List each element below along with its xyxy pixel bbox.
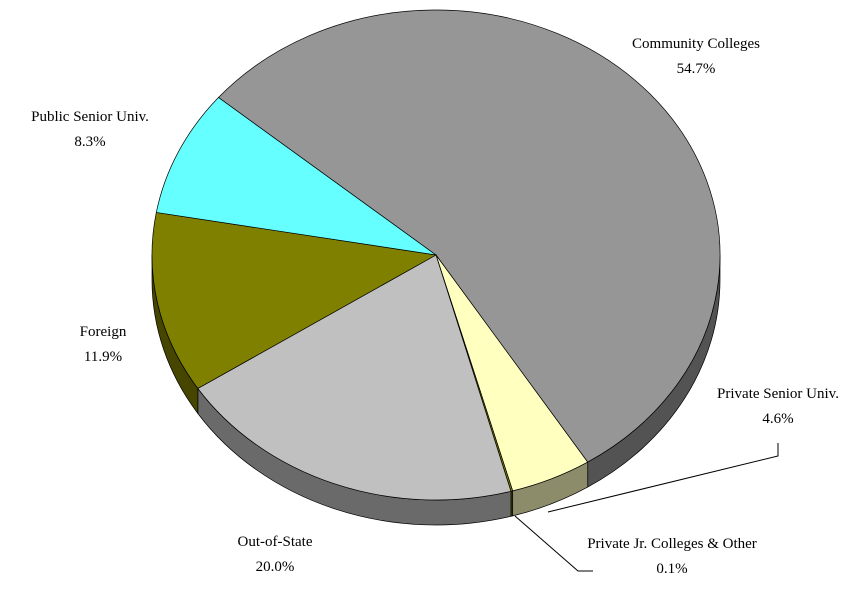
leader-line	[514, 515, 593, 572]
category-label: Out-of-State	[237, 534, 313, 550]
category-label: Public Senior Univ.	[31, 109, 149, 125]
category-label: Foreign	[79, 324, 127, 340]
value-label: 8.3%	[74, 134, 106, 150]
value-label: 54.7%	[676, 61, 716, 77]
category-label: Community Colleges	[632, 36, 760, 52]
slice-label: Foreign 11.9%	[80, 320, 127, 370]
slice	[217, 9, 721, 463]
value-label: 4.6%	[762, 411, 794, 427]
leader-line	[547, 443, 779, 513]
slice-label: Public Senior Univ. 8.3%	[31, 105, 149, 155]
slice-label: Out-of-State 20.0%	[238, 530, 313, 580]
slice	[155, 97, 437, 256]
slice-label: Private Jr. Colleges & Other 0.1%	[587, 532, 757, 582]
value-label: 11.9%	[83, 349, 123, 365]
slice	[151, 212, 438, 389]
category-label: Private Senior Univ.	[717, 386, 839, 402]
slice-label: Community Colleges 54.7%	[632, 32, 760, 82]
category-label: Private Jr. Colleges & Other	[587, 536, 757, 552]
pie	[151, 9, 721, 526]
slice	[197, 254, 512, 501]
slice-label: Private Senior Univ. 4.6%	[717, 382, 839, 432]
value-label: 20.0%	[255, 559, 295, 575]
value-label: 0.1%	[656, 561, 688, 577]
